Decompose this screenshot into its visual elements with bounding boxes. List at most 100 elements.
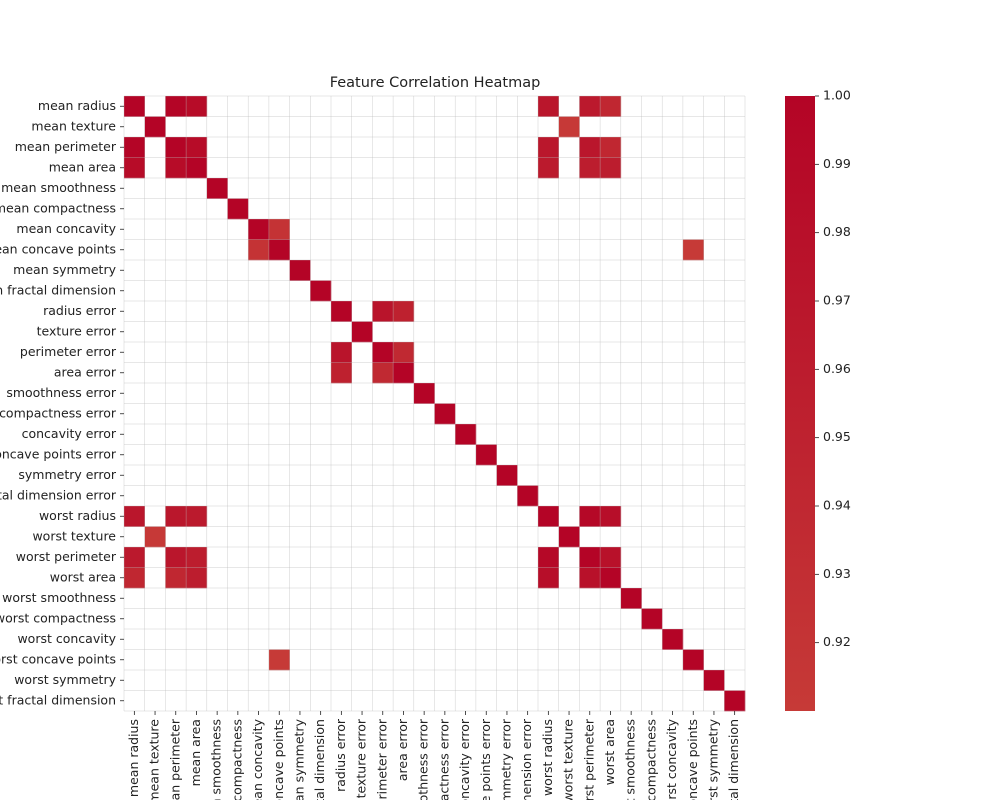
x-tick-label: mean texture <box>147 719 162 800</box>
y-tick-label: mean radius <box>38 98 116 113</box>
x-tick-label: worst texture <box>561 719 576 800</box>
heatmap-cell <box>662 629 684 650</box>
heatmap-cell <box>724 690 746 712</box>
heatmap-cell <box>682 649 704 671</box>
colorbar-tick-label: 0.97 <box>823 293 851 308</box>
heatmap-cell <box>703 670 725 691</box>
heatmap-cell <box>372 362 394 384</box>
heatmap-cell <box>579 96 601 117</box>
x-tick-label: worst radius <box>540 719 555 796</box>
x-tick-label: radius error <box>333 718 348 792</box>
y-tick-label: mean area <box>49 159 116 174</box>
y-tick-label: concave points error <box>0 446 117 461</box>
heatmap-cell <box>186 157 208 179</box>
heatmap-cell <box>600 137 622 158</box>
heatmap-cell <box>268 219 290 240</box>
heatmap-cell <box>538 137 559 158</box>
heatmap-cell <box>248 239 270 261</box>
heatmap-cell <box>538 567 559 589</box>
colorbar-tick-label: 0.92 <box>823 634 851 649</box>
x-tick-label: mean symmetry <box>291 718 306 800</box>
x-tick-label: area error <box>395 718 410 781</box>
heatmap-cell <box>331 301 352 322</box>
x-tick-label: worst symmetry <box>705 718 720 800</box>
x-tick-label: worst perimeter <box>581 718 596 800</box>
x-tick-label: worst area <box>602 719 617 785</box>
heatmap-cell <box>393 301 415 322</box>
colorbar-tick-label: 0.94 <box>823 498 851 513</box>
heatmap-cell <box>393 342 415 363</box>
y-tick-label: mean concavity <box>16 221 116 236</box>
heatmap-cell <box>310 280 332 302</box>
heatmap-cell <box>351 321 373 343</box>
y-tick-label: perimeter error <box>20 344 117 359</box>
x-tick-label: mean concavity <box>250 718 265 800</box>
y-tick-label: mean concave points <box>0 241 116 256</box>
y-tick-label: radius error <box>43 303 117 318</box>
colorbar-tick-label: 0.99 <box>823 156 851 171</box>
x-tick-label: worst smoothness <box>623 719 638 800</box>
heatmap-cell <box>475 444 497 466</box>
y-tick-label: worst fractal dimension <box>0 692 116 707</box>
heatmap-cell <box>600 506 622 527</box>
y-tick-label: mean smoothness <box>1 180 116 195</box>
x-tick-label: mean smoothness <box>209 719 224 800</box>
colorbar <box>785 96 815 711</box>
y-tick-label: mean symmetry <box>13 262 116 277</box>
heatmap-cell <box>579 547 601 568</box>
heatmap-cell <box>372 342 394 363</box>
heatmap-cell <box>124 506 145 527</box>
heatmap-cell <box>227 198 249 220</box>
heatmap-cell <box>682 239 704 261</box>
x-tick-label: fractal dimension error <box>519 718 534 800</box>
heatmap-cell <box>124 96 145 117</box>
y-tick-label: mean perimeter <box>15 139 117 154</box>
colorbar-tick-label: 0.95 <box>823 429 851 444</box>
x-tick-label: symmetry error <box>498 718 513 800</box>
y-tick-label: worst symmetry <box>14 672 116 687</box>
x-tick-label: mean compactness <box>229 719 244 800</box>
heatmap-cell <box>331 362 352 384</box>
heatmap-cell <box>517 485 539 507</box>
y-tick-label: texture error <box>37 323 117 338</box>
y-tick-label: symmetry error <box>18 467 116 482</box>
heatmap-cell <box>248 219 270 240</box>
heatmap-cell <box>124 567 145 589</box>
y-tick-label: worst compactness <box>0 610 116 625</box>
colorbar-tick-label: 0.96 <box>823 361 851 376</box>
x-tick-label: worst fractal dimension <box>726 719 741 800</box>
heatmap-cell <box>579 506 601 527</box>
heatmap-cell <box>434 403 456 425</box>
heatmap-cell <box>124 547 145 568</box>
heatmap-cell <box>206 178 228 199</box>
x-tick-label: mean area <box>188 719 203 786</box>
heatmap-cell <box>538 506 559 527</box>
heatmap-cell <box>165 506 187 527</box>
heatmap-cell <box>144 116 166 138</box>
x-tick-label: compactness error <box>436 718 451 800</box>
y-tick-label: area error <box>54 364 117 379</box>
x-tick-label: mean fractal dimension <box>312 719 327 800</box>
heatmap-cell <box>165 96 187 117</box>
x-tick-label: mean concave points <box>271 719 286 800</box>
heatmap-cell <box>538 547 559 568</box>
y-tick-label: mean compactness <box>0 200 116 215</box>
x-tick-label: worst compactness <box>643 719 658 800</box>
heatmap-cell <box>331 342 352 363</box>
y-tick-label: concavity error <box>22 426 117 441</box>
heatmap-cell <box>538 96 559 117</box>
heatmap-cell <box>186 96 208 117</box>
heatmap-cell <box>558 526 580 548</box>
heatmap-cell <box>186 506 208 527</box>
heatmap-cell <box>600 96 622 117</box>
y-tick-label: fractal dimension error <box>0 487 117 502</box>
heatmap-cell <box>600 547 622 568</box>
heatmap-cell <box>268 239 290 261</box>
x-tick-label: mean radius <box>126 719 141 797</box>
chart-title: Feature Correlation Heatmap <box>330 75 541 91</box>
heatmap-cell <box>393 362 415 384</box>
heatmap-cell <box>496 465 518 486</box>
y-tick-label: worst texture <box>32 528 116 543</box>
